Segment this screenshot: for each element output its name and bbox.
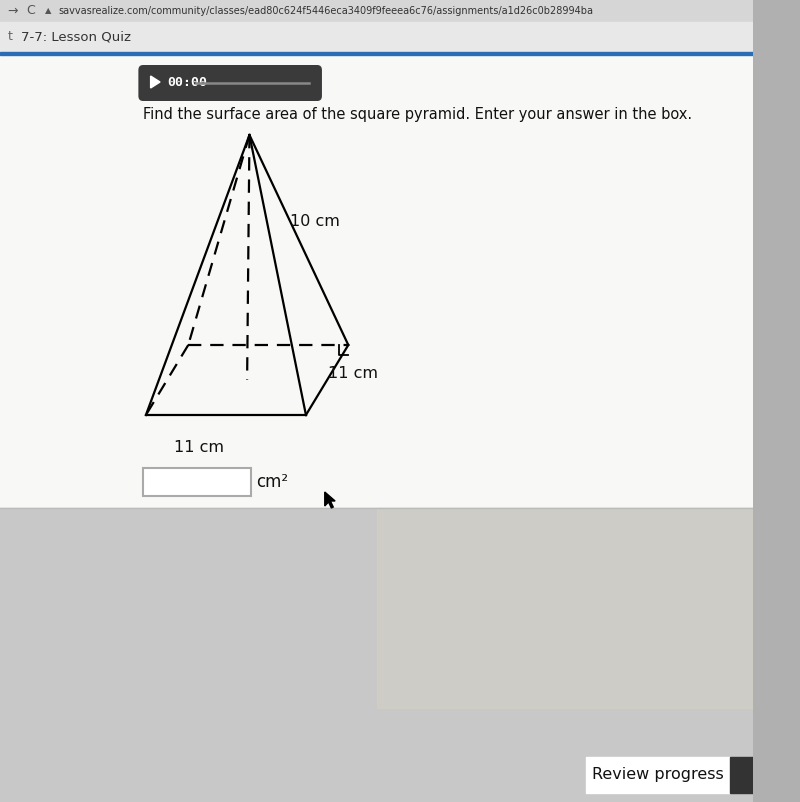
Text: →: → (7, 5, 18, 18)
Bar (0, 508, 753, 802)
Bar (377, 508, 753, 708)
Bar (0, 55, 753, 535)
Bar (143, 468, 251, 496)
Text: C: C (26, 5, 35, 18)
Polygon shape (325, 492, 335, 508)
Bar (0, 22, 753, 52)
Bar (0, 52, 753, 55)
Text: Review progress: Review progress (592, 768, 724, 783)
Text: ▲: ▲ (45, 6, 52, 15)
Text: savvasrealize.com/community/classes/ead80c624f5446eca3409f9feeea6c76/assignments: savvasrealize.com/community/classes/ead8… (58, 6, 594, 16)
FancyBboxPatch shape (138, 65, 322, 101)
Text: cm²: cm² (256, 473, 288, 491)
Polygon shape (150, 76, 160, 88)
Text: 00:00: 00:00 (167, 76, 207, 90)
Text: t: t (7, 30, 13, 43)
Text: 11 cm: 11 cm (174, 440, 224, 455)
Text: 7-7: Lesson Quiz: 7-7: Lesson Quiz (21, 30, 130, 43)
Text: Find the surface area of the square pyramid. Enter your answer in the box.: Find the surface area of the square pyra… (143, 107, 692, 122)
Bar (586, 757, 730, 793)
Text: 10 cm: 10 cm (290, 214, 340, 229)
Bar (730, 757, 753, 793)
Text: 11 cm: 11 cm (327, 366, 378, 380)
Bar (0, 0, 753, 22)
